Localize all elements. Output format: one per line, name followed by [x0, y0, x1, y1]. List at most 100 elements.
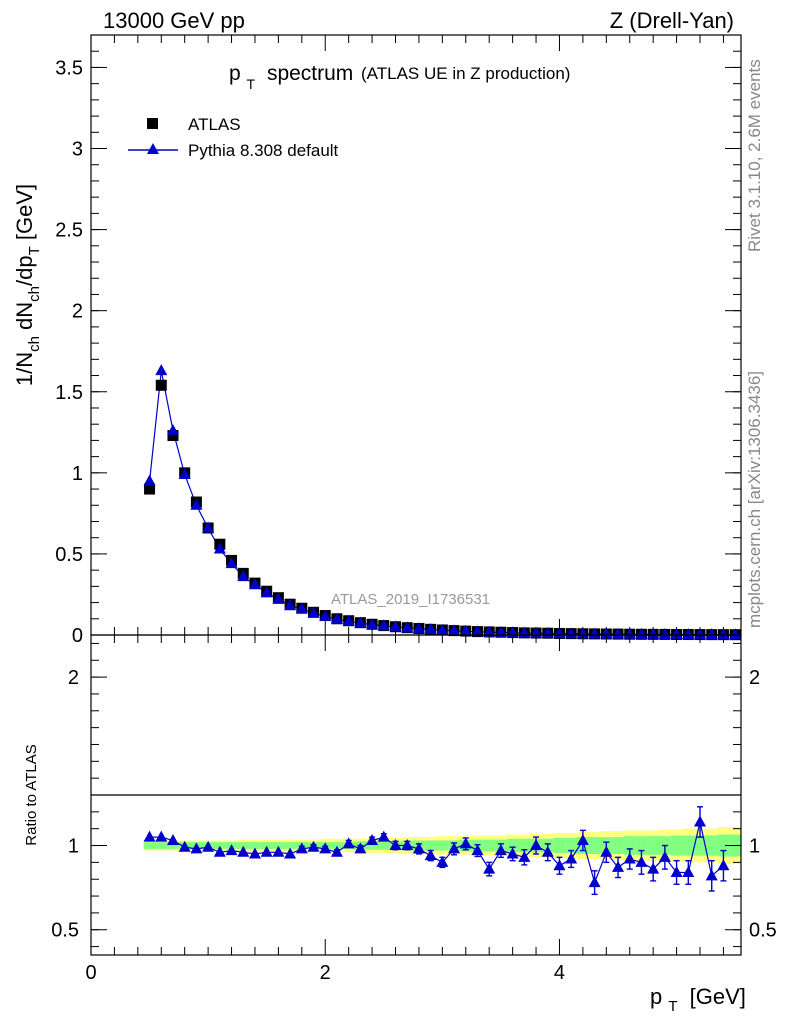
mc-point — [694, 628, 707, 640]
ratio-point — [705, 869, 718, 881]
y-tick-label: 0 — [72, 625, 83, 647]
y-tick-label: 0.5 — [55, 544, 83, 566]
band-inner-bin — [717, 834, 730, 857]
band-inner-bin — [155, 842, 168, 849]
band-inner-bin — [635, 836, 648, 855]
ratio-point — [389, 839, 402, 851]
band-inner-bin — [260, 842, 273, 849]
mc-point — [342, 614, 355, 626]
header-right: Z (Drell-Yan) — [610, 8, 734, 33]
ratio-point — [155, 830, 168, 842]
mc-point — [155, 364, 168, 376]
band-inner-bin — [143, 842, 156, 849]
band-inner-bin — [167, 842, 179, 849]
ratio-plot: 0.5 0.5 1 1 2 2 0 2 4 — [51, 634, 777, 984]
ratio-point — [225, 844, 238, 856]
ratio-point — [213, 845, 226, 857]
mc-point — [260, 586, 273, 598]
atlas-data-point — [155, 379, 167, 391]
ratio-point — [612, 860, 625, 872]
band-inner-bin — [705, 835, 718, 856]
mc-point — [705, 628, 718, 640]
mc-point — [202, 521, 215, 533]
header-left: 13000 GeV pp — [103, 8, 245, 33]
title-main: spectrum — [267, 62, 353, 85]
ratio-point — [377, 830, 390, 842]
ratio-point — [436, 855, 449, 867]
mc-point — [330, 612, 343, 624]
mc-point — [682, 628, 695, 640]
ratio-point — [658, 850, 671, 862]
ratio-point — [576, 833, 589, 845]
main-plot: 0 0.5 1 1.5 2 2.5 3 3.5 — [55, 34, 742, 647]
ratio-point — [459, 837, 472, 849]
x-label-unit: [GeV] — [690, 984, 746, 1009]
mc-point — [459, 624, 472, 636]
band-inner-bin — [249, 842, 261, 849]
ratio-point — [284, 847, 297, 859]
analysis-tag: ATLAS_2019_I1736531 — [331, 591, 490, 608]
y-tick-label: 3 — [72, 139, 83, 161]
ratio-point — [670, 865, 683, 877]
band-inner-bin — [213, 842, 226, 849]
ratio-point — [694, 815, 707, 827]
y-tick-label: 1.5 — [55, 382, 83, 404]
mc-point — [237, 570, 250, 582]
x-tick-labels: 0 2 4 — [85, 962, 565, 984]
mc-point — [190, 498, 203, 510]
band-inner-bin — [694, 835, 706, 856]
legend: ATLAS Pythia 8.308 default — [128, 115, 339, 160]
x-tick-label: 0 — [85, 962, 96, 984]
mc-point — [225, 557, 238, 569]
ratio-point — [565, 852, 578, 864]
mc-point — [389, 620, 402, 632]
mc-point — [729, 628, 742, 640]
ratio-point — [623, 852, 636, 864]
band-inner-bin — [518, 838, 531, 853]
ratio-point — [448, 842, 461, 854]
main-title: p T spectrum — [229, 62, 353, 94]
x-tick-label: 4 — [554, 962, 565, 984]
mc-point — [143, 474, 156, 486]
ratio-point — [342, 837, 355, 849]
band-inner-bin — [424, 840, 437, 851]
ratio-point — [412, 842, 425, 854]
ratio-point — [483, 862, 496, 874]
band-inner-bin — [670, 835, 683, 856]
band-inner-bin — [565, 837, 578, 854]
y-tick-label: 1 — [72, 463, 83, 485]
ratio-point — [366, 833, 379, 845]
atlas-data-point — [144, 483, 156, 495]
ratio-point — [647, 862, 660, 874]
mc-point — [354, 616, 367, 628]
title-sub: T — [247, 76, 256, 92]
mc-point — [248, 578, 261, 590]
legend-atlas-label: ATLAS — [188, 115, 241, 134]
mc-point — [377, 619, 390, 631]
mc-point — [670, 628, 683, 640]
mc-point — [635, 627, 648, 639]
ratio-point — [307, 840, 320, 852]
mc-point — [658, 627, 671, 639]
band-inner-bin — [284, 842, 296, 849]
ratio-plot-frame — [90, 634, 742, 956]
legend-mc-label: Pythia 8.308 default — [188, 141, 339, 160]
band-inner-bin — [553, 837, 566, 854]
ratio-point — [166, 833, 179, 845]
mc-point — [319, 609, 332, 621]
mc-point — [494, 625, 507, 637]
x-label-sub: T — [668, 998, 677, 1015]
ratio-point — [471, 844, 484, 856]
ratio-point — [600, 845, 613, 857]
main-subtitle: (ATLAS UE in Z production) — [361, 64, 570, 83]
mc-point — [412, 622, 425, 634]
legend-atlas-marker — [147, 118, 158, 129]
ratio-point — [260, 845, 273, 857]
main-y-axis-label: 1/Nch dNch/dpT [GeV] — [12, 184, 43, 386]
mc-point — [448, 624, 461, 636]
ratio-point — [506, 847, 519, 859]
band-inner-bin — [623, 836, 636, 855]
mc-point — [284, 599, 297, 611]
mc-point — [623, 627, 636, 639]
y-tick-label: 2.5 — [55, 220, 83, 242]
